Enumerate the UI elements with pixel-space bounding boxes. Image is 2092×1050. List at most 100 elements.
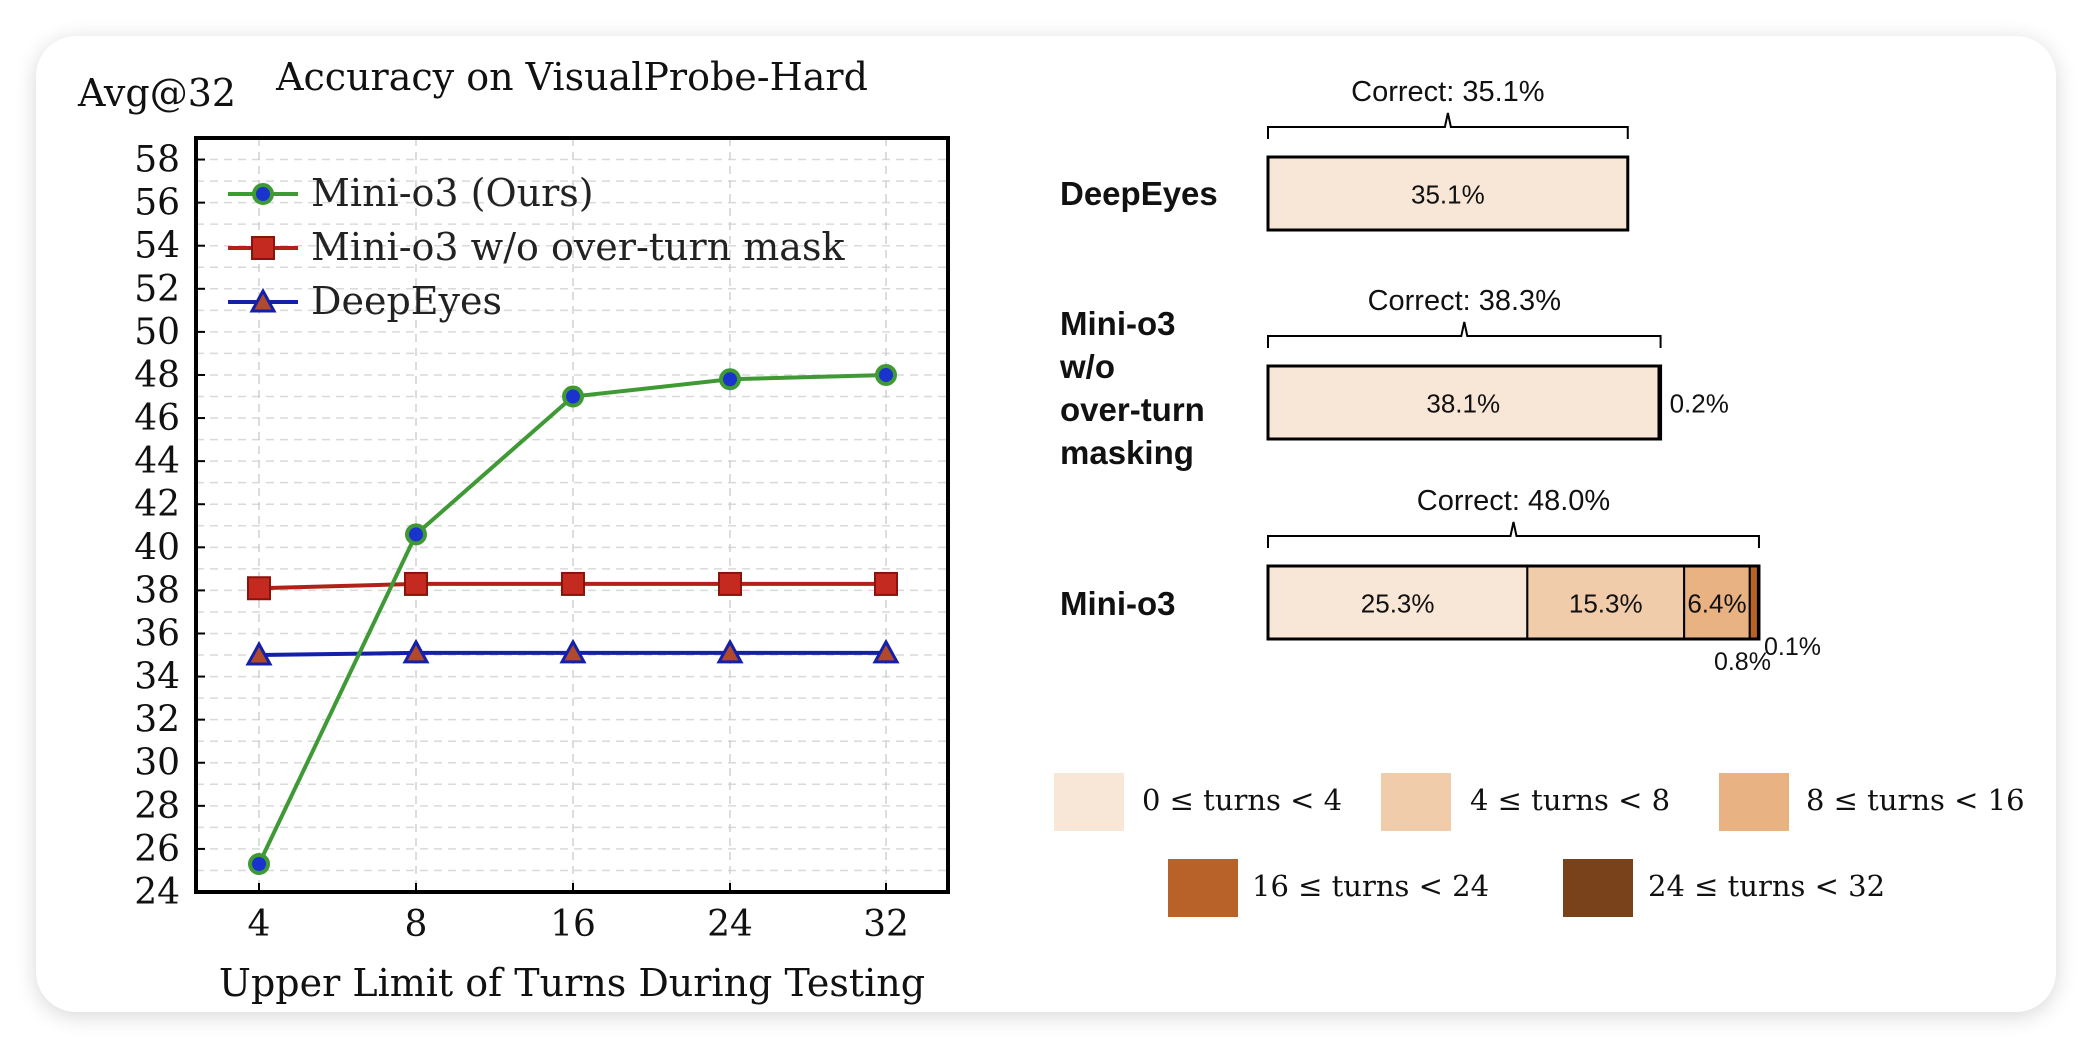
row-label-line: Mini-o3 — [1060, 305, 1175, 342]
legend-marker-no-mask — [251, 236, 275, 260]
y-tick-label: 46 — [134, 398, 180, 439]
y-tick-label: 50 — [134, 312, 180, 353]
series-lines — [245, 363, 900, 875]
x-tick-label: 16 — [550, 904, 596, 945]
figure-card — [36, 36, 2056, 1012]
data-point — [872, 638, 900, 664]
legend-label-bin-1: 4 ≤ turns < 8 — [1470, 783, 1670, 817]
y-tick-label: 32 — [134, 700, 180, 741]
segment-label-outside: 0.1% — [1764, 633, 1821, 661]
legend-label-no-mask: Mini-o3 w/o over-turn mask — [311, 225, 845, 269]
row-label-line: over-turn — [1060, 391, 1205, 428]
data-point — [561, 571, 585, 596]
correct-brace — [1267, 521, 1760, 548]
segment-label-outside: 0.8% — [1714, 648, 1771, 676]
y-tick-label: 30 — [134, 743, 180, 784]
segment-label: 35.1% — [1411, 180, 1485, 210]
series-deepeyes — [245, 638, 900, 666]
y-tick-label: 52 — [134, 269, 180, 310]
y-tick-label: 40 — [134, 527, 180, 568]
correct-label: Correct: 35.1% — [1351, 76, 1544, 108]
legend-item-mini-o3: Mini-o3 (Ours) — [228, 171, 594, 215]
row-mini-o3-w-o-over-turn-masking: Mini-o3 w/o over-turn masking 38.1% 0.2% Corre… — [1059, 285, 1729, 471]
bar-frame — [1266, 564, 1761, 641]
series-mini-o3-w-o-over-turn-mask — [247, 571, 898, 601]
row-label-line: Mini-o3 — [1060, 585, 1175, 622]
bar-segment-bin-3 — [1748, 565, 1759, 640]
x-axis-label: Upper Limit of Turns During Testing — [219, 961, 925, 1005]
y-tick-label: 54 — [134, 226, 180, 267]
row-label-line: masking — [1060, 434, 1194, 471]
data-point — [405, 523, 427, 546]
legend-swatch-bin-3 — [1168, 859, 1238, 917]
legend-label-bin-4: 24 ≤ turns < 32 — [1648, 869, 1885, 903]
bar-frame — [1266, 364, 1663, 441]
y-tick-label: 42 — [134, 484, 180, 525]
correct-brace — [1267, 321, 1662, 348]
row-label: DeepEyes — [1060, 175, 1218, 212]
x-tick-label: 32 — [863, 904, 909, 945]
data-point — [404, 571, 428, 596]
y-tick-label: 48 — [134, 355, 180, 396]
series-mini-o3-ours — [248, 363, 897, 875]
legend-marker-mini-o3 — [252, 183, 274, 205]
bins-legend: 0 ≤ turns < 4 4 ≤ turns < 8 8 ≤ turns < … — [1054, 773, 2025, 917]
data-point — [719, 368, 741, 391]
legend-label-bin-2: 8 ≤ turns < 16 — [1806, 783, 2025, 817]
row-label: Mini-o3 w/o over-turn masking — [1059, 305, 1205, 471]
y-tick-label: 24 — [134, 872, 180, 913]
legend-swatch-bin-2 — [1719, 773, 1789, 831]
x-ticks: 4 8 16 24 32 — [248, 883, 909, 945]
x-tick-label: 8 — [405, 904, 428, 945]
line-chart: Avg@32 Accuracy on VisualProbe-Hard 2426… — [77, 55, 950, 1005]
data-point — [718, 571, 742, 596]
correct-brace — [1267, 112, 1629, 139]
data-point — [245, 640, 273, 666]
y-tick-label: 26 — [134, 829, 180, 870]
legend: Mini-o3 (Ours) Mini-o3 w/o over-turn mas… — [228, 171, 845, 323]
legend-label-bin-3: 16 ≤ turns < 24 — [1252, 869, 1489, 903]
y-tick-label: 44 — [134, 441, 180, 482]
bar-segment-bin-2 — [1683, 565, 1751, 640]
correct-label: Correct: 48.0% — [1417, 485, 1610, 517]
segment-label: 6.4% — [1687, 589, 1746, 619]
data-point — [402, 638, 430, 664]
segment-label-outside: 0.2% — [1670, 389, 1729, 419]
y-tick-label: 28 — [134, 786, 180, 827]
y-tick-label: 56 — [134, 183, 180, 224]
row-deepeyes: DeepEyes 35.1% Correct: 35.1% — [1060, 76, 1630, 232]
data-point — [247, 576, 271, 601]
legend-swatch-bin-1 — [1381, 773, 1451, 831]
legend-marker-deepeyes — [249, 287, 277, 313]
legend-label-deepeyes: DeepEyes — [311, 279, 502, 323]
data-point — [562, 385, 584, 408]
data-point — [716, 638, 744, 664]
y-tick-label: 34 — [134, 657, 180, 698]
data-point — [248, 852, 270, 875]
stacked-bars: DeepEyes 35.1% Correct: 35.1% Mini-o3 w/o ove… — [1059, 76, 1821, 676]
line-chart-title: Accuracy on VisualProbe-Hard — [275, 55, 868, 99]
data-point — [559, 638, 587, 664]
x-tick-label: 24 — [707, 904, 753, 945]
correct-label: Correct: 38.3% — [1368, 285, 1561, 317]
x-tick-label: 4 — [248, 904, 271, 945]
y-tick-label: 36 — [134, 613, 180, 654]
turns-breakdown-chart: DeepEyes 35.1% Correct: 35.1% Mini-o3 w/o ove… — [1054, 76, 2025, 917]
row-label-line: w/o — [1059, 348, 1115, 385]
data-point — [875, 363, 897, 386]
legend-label-bin-0: 0 ≤ turns < 4 — [1142, 783, 1342, 817]
legend-item-deepeyes: DeepEyes — [228, 279, 502, 323]
bar-frame — [1266, 155, 1630, 232]
segment-label: 15.3% — [1569, 589, 1643, 619]
row-label-line: DeepEyes — [1060, 175, 1218, 212]
row-mini-o3: Mini-o3 25.3% 15.3% 6.4% 0.8%0.1% Correct: 48… — [1060, 485, 1821, 676]
legend-swatch-bin-0 — [1054, 773, 1124, 831]
data-point — [874, 571, 898, 596]
legend-swatch-bin-4 — [1563, 859, 1633, 917]
y-tick-label: 58 — [134, 140, 180, 181]
y-axis-label: Avg@32 — [77, 71, 236, 115]
y-tick-label: 38 — [134, 570, 180, 611]
legend-item-no-mask: Mini-o3 w/o over-turn mask — [228, 225, 845, 269]
